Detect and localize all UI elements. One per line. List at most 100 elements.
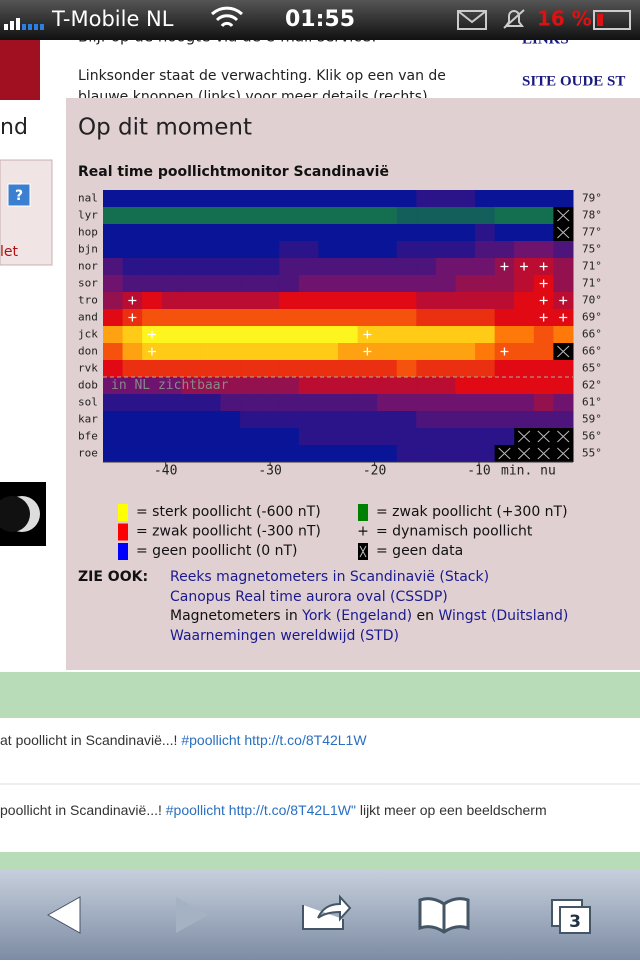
x-tick-label: -30 (258, 464, 281, 479)
heat-cell (161, 258, 182, 275)
heat-cell (455, 309, 476, 326)
bookmarks-button[interactable] (418, 897, 470, 934)
heat-cell (122, 275, 143, 292)
heat-cell (181, 292, 202, 309)
heat-cell (259, 241, 280, 258)
heat-cell (396, 309, 417, 326)
heat-cell (122, 326, 143, 343)
heat-cell (161, 326, 182, 343)
heat-cell (514, 309, 535, 326)
heat-cell (553, 190, 574, 207)
heat-cell (318, 326, 339, 343)
heat-cell (416, 360, 437, 377)
share-button[interactable] (302, 894, 352, 930)
row-label: nal (78, 192, 98, 205)
heat-cell (318, 258, 339, 275)
help-icon[interactable]: ? (15, 188, 23, 204)
heat-cell (279, 258, 300, 275)
no-data-x (517, 430, 531, 443)
mail-flap (457, 10, 487, 24)
heat-cell (279, 445, 300, 462)
side-link[interactable]: let (0, 244, 19, 260)
heat-cell (200, 241, 221, 258)
link[interactable]: York (Engeland) (301, 608, 412, 624)
heat-cell (435, 343, 456, 360)
row-label: tro (78, 294, 98, 307)
heat-cell (181, 428, 202, 445)
heat-cell (200, 292, 221, 309)
help-button[interactable] (7, 183, 31, 207)
heat-cell (142, 224, 163, 241)
heat-cell (298, 309, 319, 326)
dynamic-mark (128, 313, 137, 322)
heat-cell (514, 224, 535, 241)
heat-cell (357, 258, 378, 275)
heat-cell (279, 360, 300, 377)
heat-cell (455, 241, 476, 258)
heat-cell (142, 394, 163, 411)
heat-cell (455, 190, 476, 207)
link[interactable]: Canopus Real time aurora oval (CSSDP) (170, 589, 448, 605)
text: en (412, 608, 438, 624)
forward-button (176, 897, 208, 933)
green-band (0, 852, 640, 870)
heat-cell (475, 377, 496, 394)
link[interactable]: #poollicht http://t.co/8T42L1W" (166, 802, 356, 818)
heat-cell (142, 190, 163, 207)
heat-cell (259, 326, 280, 343)
heat-cell (396, 326, 417, 343)
link[interactable]: Reeks magnetometers in Scandinavië (Stac… (170, 569, 489, 585)
heat-cell (553, 394, 574, 411)
link[interactable]: Wingst (Duitsland) (439, 608, 569, 624)
link[interactable]: #poollicht http://t.co/8T42L1W (181, 732, 367, 748)
no-data-cell (533, 445, 554, 462)
heat-cell (533, 207, 554, 224)
tab-count[interactable]: 3 (569, 912, 581, 932)
heat-cell (240, 292, 261, 309)
heat-cell (220, 309, 241, 326)
heat-cell (396, 445, 417, 462)
tweet: at poollicht in Scandinavië...! #poollic… (0, 732, 367, 748)
row-label: lyr (78, 209, 98, 222)
heat-cell (396, 190, 417, 207)
heat-cell (396, 411, 417, 428)
lat-label: 66° (582, 328, 602, 341)
heat-cell (377, 428, 398, 445)
dynamic-mark (363, 330, 372, 339)
heat-cell (220, 292, 241, 309)
heat-cell (357, 360, 378, 377)
legend-label: = sterk poollicht (-600 nT) (136, 504, 321, 520)
heat-cell (318, 343, 339, 360)
heat-cell (200, 428, 221, 445)
heat-cell (435, 428, 456, 445)
heat-cell (240, 326, 261, 343)
heat-cell (103, 428, 124, 445)
heat-cell (338, 309, 359, 326)
link[interactable]: Waarnemingen wereldwijd (STD) (170, 628, 399, 644)
heat-cell (103, 309, 124, 326)
heat-cell (533, 411, 554, 428)
tabs-button[interactable] (559, 906, 591, 934)
heat-cell (455, 275, 476, 292)
heat-cell (103, 343, 124, 360)
side-text: nd (0, 115, 28, 140)
no-data-cell (553, 224, 574, 241)
heat-cell (318, 445, 339, 462)
heat-cell (338, 360, 359, 377)
nav-link[interactable]: SITE OUDE ST (522, 73, 625, 89)
heat-cell (455, 445, 476, 462)
heat-cell (279, 343, 300, 360)
heat-cell (377, 377, 398, 394)
mail-icon (457, 10, 487, 30)
heat-cell (103, 258, 124, 275)
heat-cell (455, 360, 476, 377)
no-data-x (537, 430, 550, 443)
back-button[interactable] (46, 896, 81, 934)
heat-cell (533, 326, 554, 343)
row-label: sor (78, 277, 98, 290)
heat-cell (396, 394, 417, 411)
heat-cell (435, 360, 456, 377)
heat-cell (494, 360, 515, 377)
heat-cell (357, 445, 378, 462)
